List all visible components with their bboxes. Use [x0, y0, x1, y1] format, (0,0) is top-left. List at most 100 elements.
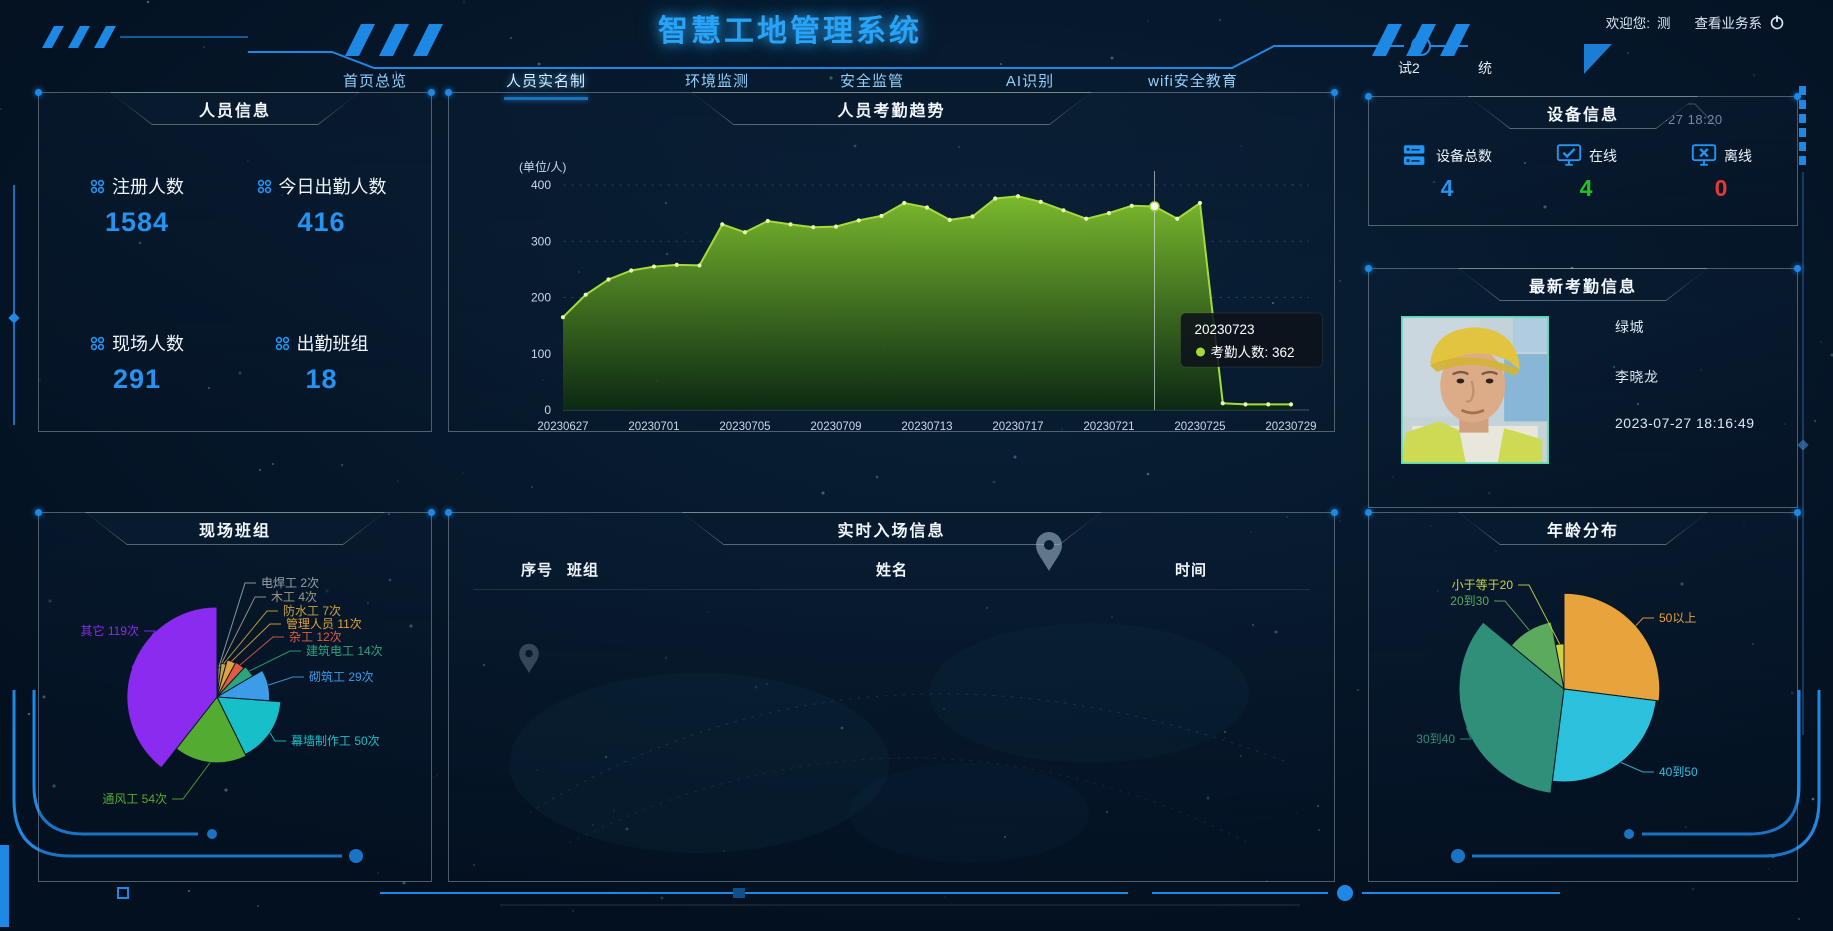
svg-text:杂工 12次: 杂工 12次 — [289, 630, 342, 644]
business-link[interactable]: 查看业务系 — [1694, 16, 1763, 31]
personnel-info-panel: 人员信息 注册人数 1584 今日出勤人数 416 现场人数 291 出勤班组 … — [35, 89, 435, 432]
svg-text:20230709: 20230709 — [810, 421, 861, 433]
tab-environment[interactable]: 环境监测 — [684, 73, 750, 90]
welcome-label: 欢迎您: — [1605, 16, 1650, 31]
stat-device-total: 设备总数 4 — [1385, 143, 1509, 202]
tab-extra-2[interactable]: 统 — [1478, 60, 1492, 76]
svg-text:0: 0 — [544, 403, 551, 417]
stat-registered: 注册人数 1584 — [57, 173, 217, 238]
stat-value: 1584 — [104, 207, 170, 237]
tab-real-name[interactable]: 人员实名制 — [500, 68, 592, 100]
attendance-trend-panel: 人员考勤趋势 0 100 200 300 400 (单位/人) 20230627 202307… — [445, 89, 1338, 435]
grid-icon — [90, 179, 105, 194]
panel-title: 实时入场信息 — [837, 522, 946, 540]
panel-title: 现场班组 — [198, 522, 271, 540]
stat-label: 现场人数 — [112, 334, 184, 354]
tab-wifi-edu[interactable]: wifi安全教育 — [1148, 73, 1238, 90]
tab-extra-1[interactable]: 试2 — [1398, 60, 1420, 76]
stat-label: 在线 — [1589, 147, 1617, 164]
svg-text:40到50: 40到50 — [1659, 765, 1698, 779]
panel-title: 设备信息 — [1546, 106, 1619, 124]
svg-text:20230713: 20230713 — [901, 421, 952, 433]
panel-title: 最新考勤信息 — [1528, 278, 1637, 296]
svg-text:考勤人数: 362: 考勤人数: 362 — [1211, 345, 1295, 360]
svg-text:20230627: 20230627 — [537, 421, 588, 433]
username: 测 — [1657, 16, 1671, 31]
column-header-name: 姓名 — [876, 562, 909, 579]
panel-title: 年龄分布 — [1546, 522, 1619, 540]
user-welcome-bar: 欢迎您: 测 查看业务系 — [1606, 12, 1785, 32]
svg-text:小于等于20: 小于等于20 — [1452, 578, 1514, 592]
svg-text:200: 200 — [531, 291, 551, 305]
svg-text:20230723: 20230723 — [1195, 322, 1255, 337]
svg-text:管理人员 11次: 管理人员 11次 — [286, 616, 362, 631]
stat-value: 0 — [1714, 175, 1728, 201]
svg-text:400: 400 — [531, 178, 551, 192]
stat-value: 4 — [1579, 175, 1593, 201]
column-header-team: 班组 — [567, 562, 600, 579]
stat-label: 注册人数 — [112, 177, 184, 197]
world-map-decoration — [509, 532, 1290, 863]
device-info-panel: 设备信息 设备总数 4 在线 4 离线 0 — [1365, 93, 1801, 226]
stat-today-attendance: 今日出勤人数 416 — [229, 173, 414, 238]
stat-label: 设备总数 — [1436, 147, 1492, 164]
stat-on-site: 现场人数 291 — [57, 330, 217, 395]
tab-safety[interactable]: 安全监管 — [839, 73, 905, 90]
tab-ai[interactable]: AI识别 — [1005, 73, 1055, 90]
svg-text:300: 300 — [531, 234, 551, 248]
column-header-seq: 序号 — [521, 562, 554, 579]
svg-text:30到40: 30到40 — [1416, 732, 1455, 746]
svg-text:建筑电工 14次: 建筑电工 14次 — [306, 643, 383, 658]
svg-text:幕墙制作工 50次: 幕墙制作工 50次 — [291, 734, 380, 748]
column-header-time: 时间 — [1175, 562, 1208, 579]
app-title: 智慧工地管理系统 — [658, 15, 922, 48]
latest-checkin-panel: 最新考勤信息 绿城 — [1365, 265, 1801, 508]
age-distribution-panel: 年龄分布 50以上 40到50 30到40 20到30 小于等于20 — [1365, 509, 1801, 882]
grid-icon — [275, 336, 290, 351]
stat-value: 18 — [305, 364, 338, 394]
realtime-entry-panel: 实时入场信息 序号 班组 姓名 时间 — [445, 509, 1338, 882]
svg-text:50以上: 50以上 — [1659, 611, 1696, 625]
stat-teams-attending: 出勤班组 18 — [229, 330, 414, 395]
svg-text:20230721: 20230721 — [1083, 421, 1134, 433]
svg-text:20230701: 20230701 — [628, 421, 679, 433]
stat-device-online: 在线 4 — [1524, 143, 1648, 202]
stat-device-offline: 离线 0 — [1659, 143, 1783, 202]
map-pin-icon — [1036, 532, 1062, 571]
stat-value: 416 — [297, 207, 346, 237]
svg-text:20到30: 20到30 — [1450, 594, 1489, 608]
checkin-name: 李晓龙 — [1615, 369, 1659, 385]
grid-icon — [257, 179, 272, 194]
tab-home[interactable]: 首页总览 — [342, 73, 408, 90]
panel-title: 人员信息 — [198, 102, 271, 120]
site-teams-panel: 现场班组 电焊工 2次 木工 4次 防水工 7次 管理人员 11次 杂工 12次 建筑电工… — [35, 509, 435, 882]
svg-text:20230717: 20230717 — [992, 421, 1043, 433]
svg-text:防水工 7次: 防水工 7次 — [283, 603, 341, 618]
map-pin-icon — [519, 643, 539, 673]
svg-text:100: 100 — [531, 347, 551, 361]
svg-text:木工 4次: 木工 4次 — [271, 590, 317, 604]
device-online-icon — [1555, 143, 1583, 168]
svg-text:(单位/人): (单位/人) — [519, 159, 566, 174]
svg-text:20230725: 20230725 — [1174, 421, 1225, 433]
grid-icon — [90, 336, 105, 351]
stat-label: 出勤班组 — [296, 334, 369, 354]
age-rose-chart[interactable]: 50以上 40到50 30到40 20到30 小于等于20 — [1369, 547, 1797, 879]
svg-text:20230705: 20230705 — [719, 421, 770, 433]
device-offline-icon — [1690, 143, 1718, 168]
checkin-company: 绿城 — [1615, 319, 1644, 335]
device-total-icon — [1402, 143, 1430, 168]
stat-label: 离线 — [1724, 147, 1752, 164]
stat-label: 今日出勤人数 — [278, 177, 387, 197]
svg-text:20230729: 20230729 — [1265, 421, 1316, 433]
worker-photo — [1401, 315, 1549, 465]
stat-value: 4 — [1440, 175, 1454, 201]
attendance-area-chart[interactable]: 0 100 200 300 400 (单位/人) 20230627 20230701 20230… — [459, 125, 1324, 435]
panel-title: 人员考勤趋势 — [837, 102, 946, 120]
table-divider — [473, 589, 1310, 590]
checkin-time: 2023-07-27 18:16:49 — [1615, 415, 1755, 431]
power-icon[interactable] — [1769, 14, 1785, 30]
